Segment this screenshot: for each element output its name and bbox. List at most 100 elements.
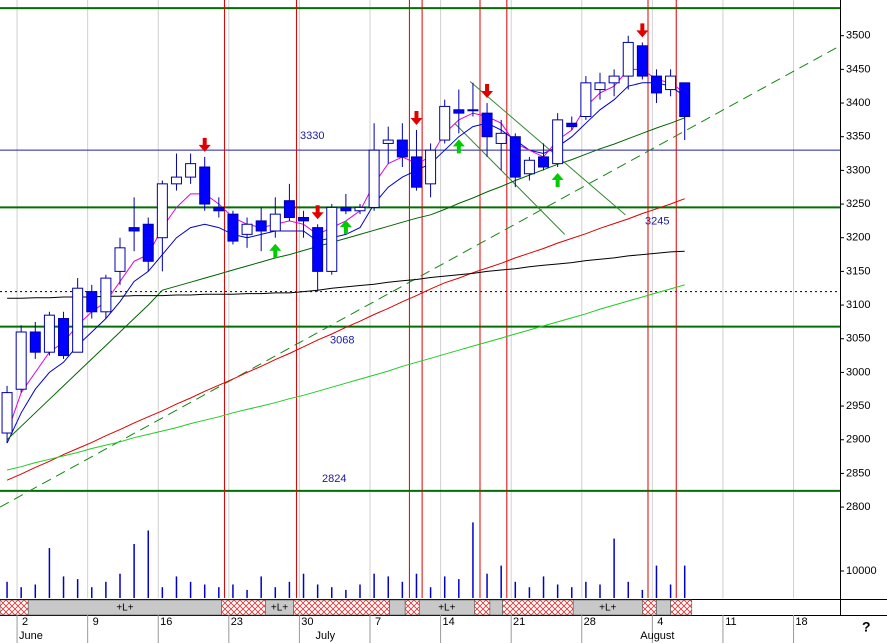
candle-body bbox=[170, 176, 182, 185]
trendline bbox=[469, 81, 626, 216]
signal-segment bbox=[656, 599, 671, 616]
grid bbox=[16, 0, 795, 598]
candle-body bbox=[227, 213, 239, 242]
y-tick-label: 3000 bbox=[846, 366, 870, 378]
candle-body bbox=[312, 227, 324, 272]
candle-body bbox=[29, 331, 41, 353]
candle-body bbox=[241, 223, 253, 235]
y-tick-label: 3400 bbox=[846, 97, 870, 109]
plot-area: 3330 3245 3068 2824 bbox=[0, 0, 840, 598]
candle-body bbox=[185, 163, 197, 178]
level-label: 3068 bbox=[330, 335, 354, 347]
candle-body bbox=[283, 200, 295, 219]
buy-arrow bbox=[339, 220, 352, 235]
candle-body bbox=[481, 112, 493, 138]
candle-body bbox=[368, 149, 380, 208]
candle-body bbox=[523, 159, 535, 175]
x-tick-label: 9 bbox=[93, 616, 99, 628]
sell-arrow bbox=[410, 110, 423, 125]
level-label: 3245 bbox=[645, 215, 669, 227]
buy-arrow bbox=[452, 139, 465, 154]
y-tick-label: 2950 bbox=[846, 400, 870, 412]
candle-body bbox=[453, 109, 465, 114]
candle-body bbox=[340, 206, 352, 212]
candle-body bbox=[594, 82, 606, 91]
candle-body bbox=[255, 220, 267, 232]
candle-body bbox=[679, 82, 691, 118]
y-tick-label: 2850 bbox=[846, 467, 870, 479]
buy-arrow bbox=[551, 173, 564, 188]
candle-body bbox=[114, 247, 126, 272]
signal-label: +L+ bbox=[116, 603, 133, 614]
signal-segment bbox=[642, 599, 657, 616]
signal-segment bbox=[474, 599, 491, 616]
candle-body bbox=[467, 109, 479, 112]
candle-body bbox=[156, 183, 168, 239]
axes: 2 9 16 23 30 7 14 21 28 4 11 18 June July August 2800 28… bbox=[0, 30, 877, 643]
candle-body bbox=[552, 119, 564, 165]
signal-segment bbox=[0, 599, 29, 616]
x-tick-label: 23 bbox=[231, 616, 243, 628]
y-tick-label: 3050 bbox=[846, 333, 870, 345]
x-tick-label: 30 bbox=[301, 616, 313, 628]
y-tick-label: 2900 bbox=[846, 434, 870, 446]
sell-arrow bbox=[481, 84, 494, 99]
x-tick-label: 2 bbox=[22, 616, 28, 628]
candle-body bbox=[566, 122, 578, 128]
signal-segment bbox=[502, 599, 574, 616]
candle-body bbox=[100, 277, 112, 313]
candle-body bbox=[665, 75, 677, 91]
candle-body bbox=[580, 82, 592, 118]
help-label[interactable]: ? bbox=[862, 619, 871, 635]
candle-body bbox=[58, 318, 70, 357]
signal-segment bbox=[293, 599, 390, 616]
buy-arrow bbox=[269, 243, 282, 258]
candle-body bbox=[269, 213, 281, 232]
y-tick-label: 3100 bbox=[846, 299, 870, 311]
candle-body bbox=[43, 314, 55, 353]
candle-body bbox=[354, 206, 366, 212]
x-tick-label: 16 bbox=[160, 616, 172, 628]
signal-label: +L+ bbox=[438, 603, 455, 614]
volume-tick-label: 10000 bbox=[846, 565, 877, 577]
x-tick-label: 28 bbox=[584, 616, 596, 628]
signal-segment bbox=[404, 599, 420, 616]
y-tick-label: 3350 bbox=[846, 131, 870, 143]
candle-body bbox=[509, 136, 521, 178]
month-label: August bbox=[640, 630, 674, 642]
trendline bbox=[454, 122, 566, 235]
sell-arrow bbox=[636, 23, 649, 38]
candle-body bbox=[142, 223, 154, 262]
month-label: June bbox=[19, 630, 43, 642]
y-tick-label: 3150 bbox=[846, 265, 870, 277]
x-tick-label: 14 bbox=[442, 616, 454, 628]
candle-body bbox=[622, 41, 634, 77]
candle-body bbox=[1, 392, 13, 434]
candle-body bbox=[15, 331, 27, 390]
y-tick-label: 3500 bbox=[846, 30, 870, 42]
ma-line bbox=[6, 82, 685, 444]
month-label: July bbox=[316, 630, 336, 642]
candle-body bbox=[410, 156, 422, 188]
x-tick-label: 7 bbox=[375, 616, 381, 628]
candle-body bbox=[199, 166, 211, 205]
y-tick-label: 3450 bbox=[846, 63, 870, 75]
signal-label: +L+ bbox=[599, 603, 616, 614]
candle-body bbox=[298, 217, 310, 222]
x-tick-label: 18 bbox=[795, 616, 807, 628]
y-tick-label: 3250 bbox=[846, 198, 870, 210]
x-tick-label: 11 bbox=[725, 616, 736, 628]
candle-body bbox=[425, 149, 437, 185]
y-tick-label: 3200 bbox=[846, 232, 870, 244]
level-label: 3330 bbox=[300, 130, 324, 142]
candle-body bbox=[326, 206, 338, 272]
ma-line bbox=[6, 117, 685, 441]
x-tick-label: 4 bbox=[657, 616, 663, 628]
candle-body bbox=[382, 139, 394, 144]
ma-line bbox=[6, 284, 685, 471]
sell-arrow bbox=[198, 137, 211, 152]
candle-body bbox=[495, 132, 507, 144]
y-tick-label: 2800 bbox=[846, 501, 870, 513]
